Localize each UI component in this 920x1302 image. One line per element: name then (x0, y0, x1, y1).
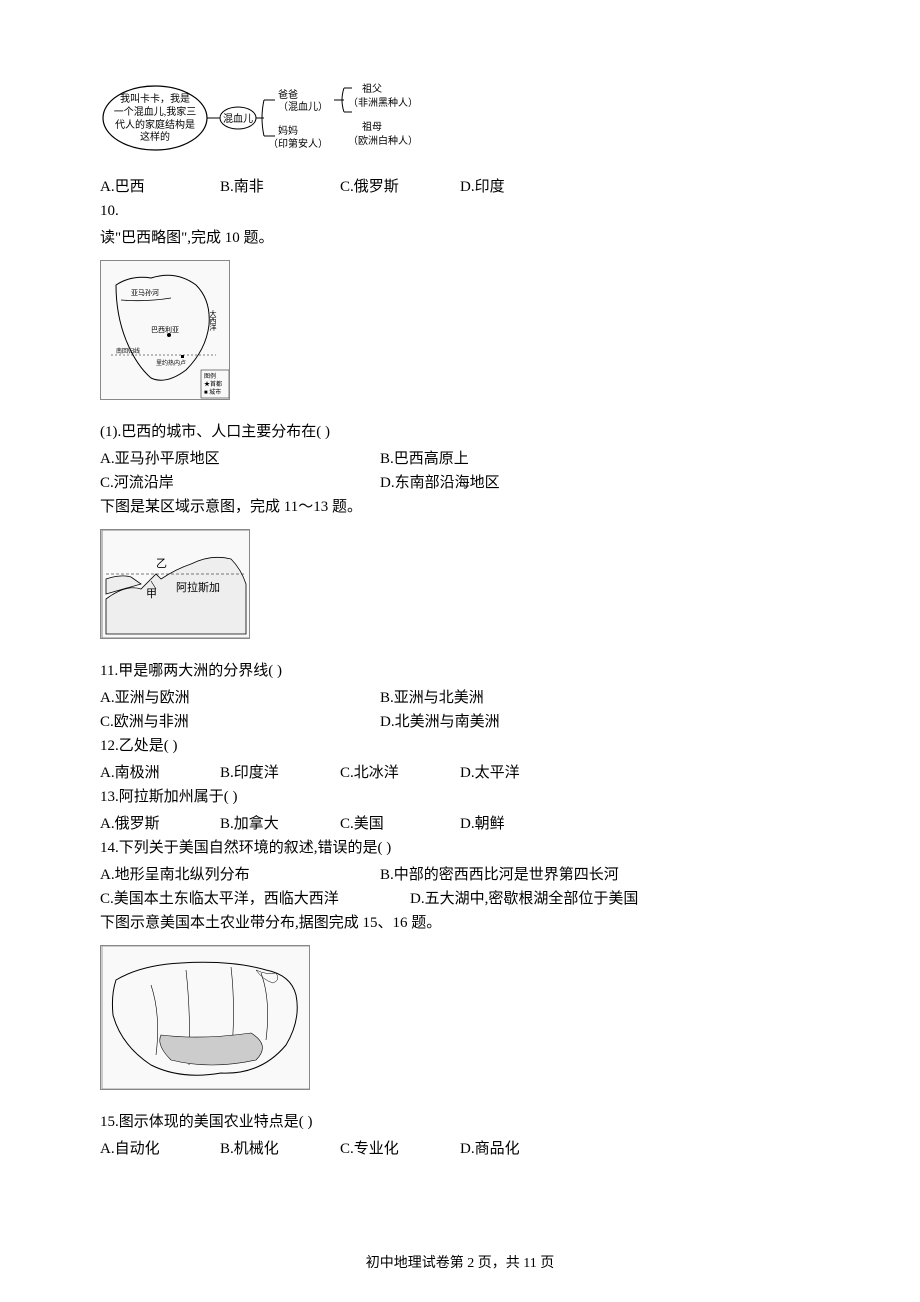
q11-intro: 下图是某区域示意图，完成 11～13 题。 (100, 495, 820, 519)
family-tree-svg: 我叫卡卡，我是 一个混血儿,我家三 代人的家庭结构是 这样的 混血儿 爸爸 （混… (100, 80, 440, 155)
q12-opt-a: A.南极洲 (100, 761, 220, 782)
q10-1: (1).巴西的城市、人口主要分布在( ) (100, 420, 820, 444)
svg-text:里约热内卢: 里约热内卢 (156, 359, 186, 367)
q14-opt-c: C.美国本土东临太平洋，西临大西洋 (100, 887, 410, 908)
svg-text:图例: 图例 (204, 372, 216, 380)
q14-opt-b: B.中部的密西西比河是世界第四长河 (380, 863, 820, 884)
q11-opt-a: A.亚洲与欧洲 (100, 686, 380, 707)
q10-number: 10. (100, 199, 820, 223)
svg-text:一个混血儿,我家三: 一个混血儿,我家三 (114, 105, 197, 118)
q11-opt-c: C.欧洲与非洲 (100, 710, 380, 731)
family-tree-figure: 我叫卡卡，我是 一个混血儿,我家三 代人的家庭结构是 这样的 混血儿 爸爸 （混… (100, 80, 820, 155)
q10-1-opt-a: A.亚马孙平原地区 (100, 447, 380, 468)
q13-opt-d: D.朝鲜 (460, 812, 580, 833)
q13-options: A.俄罗斯 B.加拿大 C.美国 D.朝鲜 (100, 812, 820, 833)
q13: 13.阿拉斯加州属于( ) (100, 785, 820, 809)
q9-opt-c: C.俄罗斯 (340, 175, 460, 196)
usa-map-figure (100, 945, 820, 1090)
svg-text:阿拉斯加: 阿拉斯加 (176, 580, 220, 594)
q11-row2: C.欧洲与非洲 D.北美洲与南美洲 (100, 710, 820, 731)
q15-opt-c: C.专业化 (340, 1137, 460, 1158)
q15-intro: 下图示意美国本土农业带分布,据图完成 15、16 题。 (100, 911, 820, 935)
brazil-map-figure: 亚马孙河 大西洋 巴西利亚 里约热内卢 南回归线 图例 ★首都 ■ 城市 (100, 260, 820, 400)
q11-row1: A.亚洲与欧洲 B.亚洲与北美洲 (100, 686, 820, 707)
q14-opt-a: A.地形呈南北纵列分布 (100, 863, 380, 884)
svg-text:甲: 甲 (146, 588, 157, 600)
svg-text:爸爸: 爸爸 (278, 88, 298, 101)
q9-options: A.巴西 B.南非 C.俄罗斯 D.印度 (100, 175, 820, 196)
q10-1-opt-d: D.东南部沿海地区 (380, 471, 820, 492)
q14: 14.下列关于美国自然环境的叙述,错误的是( ) (100, 836, 820, 860)
svg-text:亚马孙河: 亚马孙河 (131, 288, 159, 297)
svg-text:★首都: ★首都 (204, 380, 222, 388)
q15-opt-a: A.自动化 (100, 1137, 220, 1158)
q12-options: A.南极洲 B.印度洋 C.北冰洋 D.太平洋 (100, 761, 820, 782)
svg-text:妈妈: 妈妈 (278, 124, 298, 137)
svg-text:这样的: 这样的 (140, 130, 170, 143)
q12-opt-c: C.北冰洋 (340, 761, 460, 782)
page-footer: 初中地理试卷第 2 页，共 11 页 (0, 1252, 920, 1272)
q9-opt-b: B.南非 (220, 175, 340, 196)
q11-opt-d: D.北美洲与南美洲 (380, 710, 820, 731)
q13-opt-c: C.美国 (340, 812, 460, 833)
q15-opt-d: D.商品化 (460, 1137, 580, 1158)
q10-intro: 读"巴西略图",完成 10 题。 (100, 226, 820, 250)
q9-opt-d: D.印度 (460, 175, 580, 196)
svg-text:（混血儿）: （混血儿） (278, 100, 328, 113)
q11-opt-b: B.亚洲与北美洲 (380, 686, 820, 707)
svg-text:我叫卡卡，我是: 我叫卡卡，我是 (120, 92, 190, 105)
q10-1-opt-b: B.巴西高原上 (380, 447, 820, 468)
q10-1-row1: A.亚马孙平原地区 B.巴西高原上 (100, 447, 820, 468)
q12-opt-d: D.太平洋 (460, 761, 580, 782)
q11: 11.甲是哪两大洲的分界线( ) (100, 659, 820, 683)
svg-text:巴西利亚: 巴西利亚 (151, 325, 179, 334)
q14-opt-d: D.五大湖中,密歇根湖全部位于美国 (410, 887, 820, 908)
svg-text:（非洲黑种人）: （非洲黑种人） (348, 96, 418, 109)
svg-text:■ 城市: ■ 城市 (204, 388, 221, 396)
alaska-map-figure: 乙 甲 阿拉斯加 (100, 529, 820, 639)
q13-opt-b: B.加拿大 (220, 812, 340, 833)
svg-text:代人的家庭结构是: 代人的家庭结构是 (115, 118, 195, 131)
q9-opt-a: A.巴西 (100, 175, 220, 196)
usa-map (100, 945, 310, 1090)
svg-text:祖母: 祖母 (362, 120, 382, 133)
svg-text:（印第安人）: （印第安人） (268, 137, 328, 150)
q10-1-opt-c: C.河流沿岸 (100, 471, 380, 492)
svg-text:乙: 乙 (156, 557, 167, 570)
q15-opt-b: B.机械化 (220, 1137, 340, 1158)
q14-row2: C.美国本土东临太平洋，西临大西洋 D.五大湖中,密歇根湖全部位于美国 (100, 887, 820, 908)
svg-text:（欧洲白种人）: （欧洲白种人） (348, 134, 418, 147)
q15: 15.图示体现的美国农业特点是( ) (100, 1110, 820, 1134)
svg-text:南回归线: 南回归线 (116, 347, 140, 355)
alaska-map: 乙 甲 阿拉斯加 (100, 529, 250, 639)
svg-text:混血儿: 混血儿 (223, 112, 253, 125)
q13-opt-a: A.俄罗斯 (100, 812, 220, 833)
q12: 12.乙处是( ) (100, 734, 820, 758)
q10-1-row2: C.河流沿岸 D.东南部沿海地区 (100, 471, 820, 492)
svg-text:祖父: 祖父 (362, 82, 382, 95)
brazil-map: 亚马孙河 大西洋 巴西利亚 里约热内卢 南回归线 图例 ★首都 ■ 城市 (100, 260, 230, 400)
q14-row1: A.地形呈南北纵列分布 B.中部的密西西比河是世界第四长河 (100, 863, 820, 884)
svg-text:大西洋: 大西洋 (209, 309, 217, 332)
q12-opt-b: B.印度洋 (220, 761, 340, 782)
q15-options: A.自动化 B.机械化 C.专业化 D.商品化 (100, 1137, 820, 1158)
